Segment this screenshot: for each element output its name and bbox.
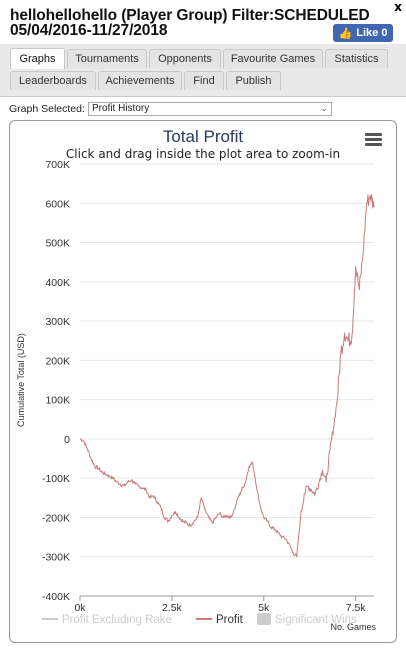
tab-leaderboards[interactable]: Leaderboards <box>10 71 96 90</box>
tab-tournaments[interactable]: Tournaments <box>67 49 147 68</box>
close-icon[interactable]: x <box>394 0 402 14</box>
y-tick-label: 700K <box>45 159 70 171</box>
chart-title: Total Profit <box>162 127 244 146</box>
y-axis-label: Cumulative Total (USD) <box>16 333 26 427</box>
y-tick-label: -200K <box>42 512 70 524</box>
y-tick-label: -100K <box>42 473 70 485</box>
y-tick-label: 500K <box>45 238 70 250</box>
x-tick-label: 5k <box>258 602 270 614</box>
legend-profit-excluding-rake[interactable]: Profit Excluding Rake <box>62 614 172 626</box>
y-tick-label: 600K <box>45 198 70 210</box>
graph-select-label: Graph Selected: <box>9 103 85 115</box>
title-line-1: hellohellohello (Player Group) Filter:SC… <box>10 7 370 24</box>
series-profit-line <box>79 194 375 558</box>
y-tick-label: -400K <box>42 591 70 603</box>
tab-graphs[interactable]: Graphs <box>10 48 65 69</box>
legend-profit[interactable]: Profit <box>216 614 244 626</box>
tab-statistics[interactable]: Statistics <box>325 49 388 68</box>
tab-opponents[interactable]: Opponents <box>149 49 221 68</box>
hamburger-menu-icon[interactable] <box>365 133 382 146</box>
x-tick-label: 7.5k <box>346 602 367 614</box>
page-title: hellohellohello (Player Group) Filter:SC… <box>10 7 390 39</box>
tab-find[interactable]: Find <box>184 71 224 90</box>
graph-select-value: Profit History <box>92 103 150 114</box>
tab-publish[interactable]: Publish <box>226 71 281 90</box>
facebook-like-button[interactable]: 👍 Like 0 <box>333 24 393 42</box>
y-tick-label: 400K <box>45 277 70 289</box>
y-tick-label: 300K <box>45 316 70 328</box>
graph-select-dropdown[interactable]: Profit History ⌄ <box>88 102 332 116</box>
tab-favourite-games[interactable]: Favourite Games <box>223 49 323 68</box>
like-label: Like 0 <box>356 27 388 39</box>
chart-container <box>9 120 397 643</box>
tab-achievements[interactable]: Achievements <box>98 71 182 90</box>
x-tick-label: 2.5k <box>162 602 183 614</box>
chevron-down-icon: ⌄ <box>320 104 328 114</box>
y-tick-label: -300K <box>42 552 70 564</box>
tab-bar: Graphs Tournaments Opponents Favourite G… <box>0 44 406 97</box>
title-line-2: 05/04/2016-11/27/2018 <box>10 22 168 39</box>
chart-subtitle: Click and drag inside the plot area to z… <box>65 147 341 161</box>
legend-significant-wins[interactable]: Significant Wins <box>275 614 357 626</box>
y-tick-label: 100K <box>45 395 70 407</box>
legend-significant-wins-marker[interactable] <box>257 613 271 625</box>
y-tick-label: 0 <box>64 434 70 446</box>
x-tick-label: 0k <box>74 602 86 614</box>
x-axis-label: No. Games <box>330 622 376 632</box>
thumbs-up-icon: 👍 <box>338 26 353 40</box>
y-tick-label: 200K <box>45 355 70 367</box>
